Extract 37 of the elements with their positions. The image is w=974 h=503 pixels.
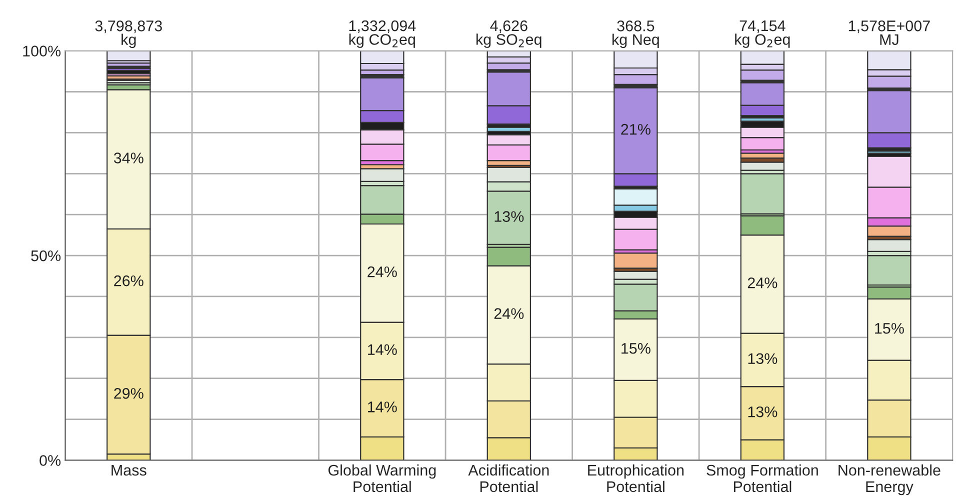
- data-label: 14%: [368, 344, 397, 355]
- bar: [360, 168, 404, 182]
- annotation: 1,578E+007 MJ: [848, 20, 930, 46]
- bar: [614, 252, 658, 269]
- x-tick-label: Eutrophication Potential: [588, 464, 684, 492]
- bar: [740, 173, 785, 214]
- data-label: 24%: [494, 308, 524, 319]
- annotation: 3,798,873 kg: [95, 20, 162, 48]
- annotation: 368.5 kg Neq: [612, 20, 659, 48]
- x-tick-label: Non-renewable Energy: [838, 464, 940, 496]
- y-tick-label: 100%: [23, 46, 61, 56]
- x-tick-label: Acidification Potential: [468, 464, 549, 492]
- y-tick-label: 0%: [40, 455, 61, 466]
- annotation: 1,332,094 kg CO$_{2}$eq: [349, 20, 416, 48]
- data-label: 13%: [494, 211, 524, 222]
- x-tick-label: Mass: [112, 464, 146, 476]
- data-label: 21%: [621, 124, 650, 135]
- annotation: 4,626 kg SO$_{2}$eq: [476, 20, 542, 48]
- data-label: 15%: [875, 322, 904, 334]
- y-tick-label: 50%: [31, 250, 61, 262]
- annotation: 74,154 kg O$_{2}$eq: [735, 20, 790, 48]
- data-label: 34%: [114, 152, 144, 164]
- x-tick-label: Smog Formation Potential: [706, 464, 818, 492]
- x-tick-label: Global Warming Potential: [328, 464, 436, 492]
- data-label: 13%: [748, 406, 778, 418]
- data-label: 24%: [368, 266, 397, 278]
- data-label: 14%: [368, 402, 397, 412]
- data-label: 15%: [622, 343, 650, 354]
- bar: [867, 239, 912, 252]
- data-label: 26%: [114, 275, 144, 286]
- bar: [740, 162, 785, 171]
- data-label: 13%: [748, 353, 778, 364]
- bar: [740, 69, 785, 81]
- data-label: 24%: [748, 277, 778, 288]
- bar: [106, 50, 151, 62]
- bar: [867, 254, 912, 286]
- data-label: 29%: [114, 388, 144, 399]
